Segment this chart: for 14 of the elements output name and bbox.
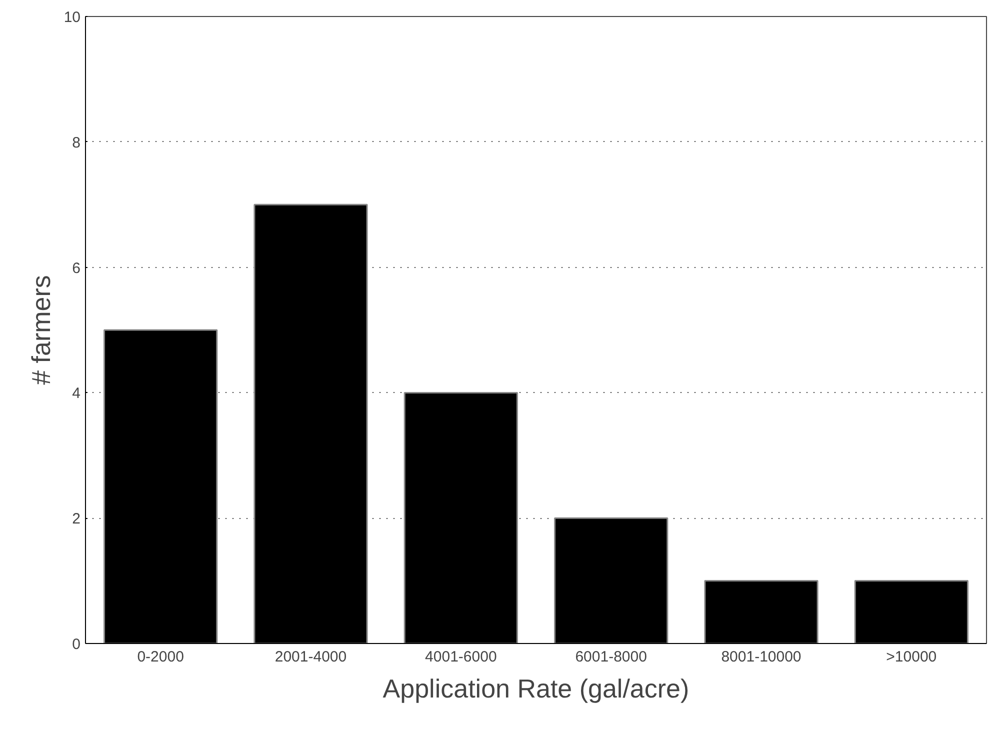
x-tick-label: 2001-4000	[274, 648, 347, 666]
y-tick-label: 6	[72, 260, 80, 277]
y-tick-label: 8	[72, 134, 80, 152]
x-tick-label: >10000	[886, 648, 937, 666]
x-tick-label: 0-2000	[137, 648, 184, 666]
x-axis-title: Application Rate (gal/acre)	[382, 674, 690, 704]
y-axis-title: # farmers	[26, 275, 56, 385]
y-tick-label: 2	[72, 510, 80, 528]
x-tick-label: 4001-6000	[425, 648, 497, 666]
x-tick-label: 6001-8000	[575, 648, 647, 666]
y-tick-label: 0	[72, 636, 80, 653]
y-tick-label: 4	[72, 385, 80, 402]
x-tick-label: 8001-10000	[721, 648, 802, 666]
y-tick-label: 10	[64, 9, 81, 26]
